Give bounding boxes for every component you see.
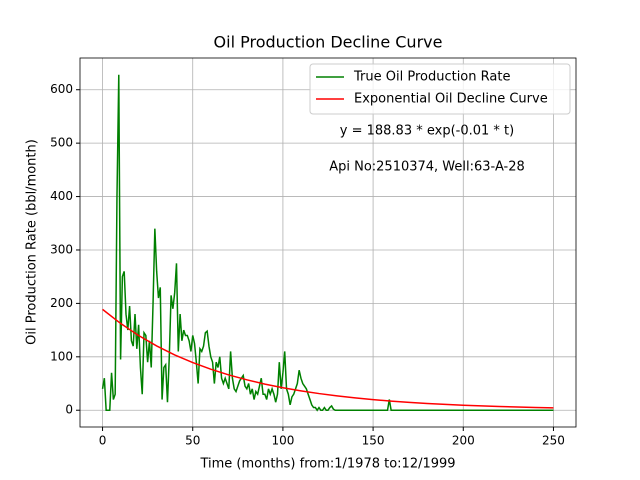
x-tick-label: 150 (362, 434, 385, 448)
y-tick-label: 200 (50, 296, 73, 310)
x-tick-label: 0 (99, 434, 107, 448)
x-tick-label: 250 (542, 434, 565, 448)
chart-title: Oil Production Decline Curve (214, 33, 443, 52)
y-tick-label: 600 (50, 82, 73, 96)
x-tick-label: 100 (271, 434, 294, 448)
annotation: y = 188.83 * exp(-0.01 * t) (340, 124, 514, 139)
y-axis-label: Oil Production Rate (bbl/month) (25, 139, 40, 345)
plot-frame (79, 57, 577, 428)
x-axis-label: Time (months) from:1/1978 to:12/1999 (199, 457, 455, 472)
y-tick-label: 100 (50, 349, 73, 363)
data-line (101, 74, 554, 412)
annotation: Api No:2510374, Well:63-A-28 (329, 160, 525, 175)
legend-box (309, 63, 571, 115)
y-tick-label: 400 (50, 189, 73, 203)
x-tick-label: 200 (452, 434, 475, 448)
x-tick-label: 50 (185, 434, 200, 448)
legend-label: True Oil Production Rate (353, 70, 510, 85)
y-tick-label: 300 (50, 242, 73, 256)
y-tick-label: 500 (50, 136, 73, 150)
y-tick-label: 0 (65, 403, 73, 417)
legend-label: Exponential Oil Decline Curve (354, 92, 548, 107)
data-line (102, 308, 554, 409)
